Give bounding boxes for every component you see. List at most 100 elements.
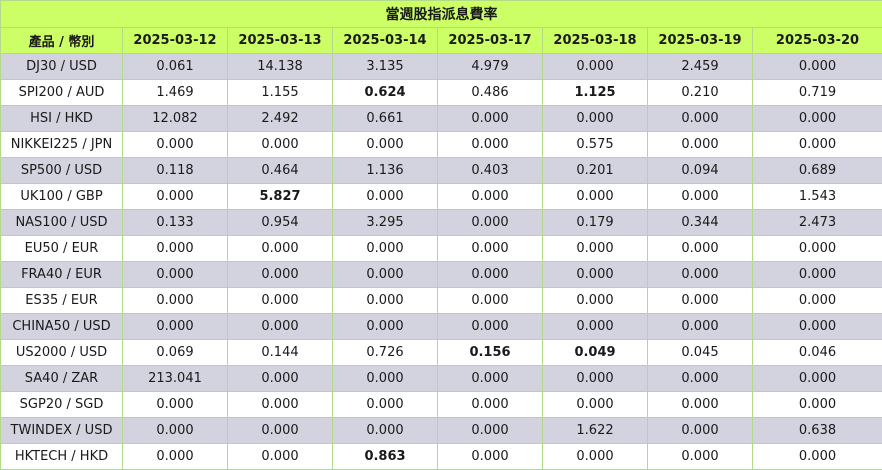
- product-cell: UK100 / GBP: [1, 184, 123, 210]
- rate-cell: 0.133: [123, 210, 228, 236]
- rate-cell: 0.000: [648, 418, 753, 444]
- rate-cell: 3.295: [333, 210, 438, 236]
- rate-cell: 0.069: [123, 340, 228, 366]
- rate-cell: 0.156: [438, 340, 543, 366]
- rate-cell: 0.000: [333, 314, 438, 340]
- rate-cell: 0.061: [123, 54, 228, 80]
- rate-cell: 0.000: [123, 236, 228, 262]
- rate-cell: 1.622: [543, 418, 648, 444]
- rate-cell: 0.000: [228, 366, 333, 392]
- rate-cell: 0.118: [123, 158, 228, 184]
- header-row: 產品 / 幣別 2025-03-12 2025-03-13 2025-03-14…: [1, 28, 882, 54]
- rate-cell: 0.954: [228, 210, 333, 236]
- rate-cell: 0.000: [438, 418, 543, 444]
- date-column-header: 2025-03-18: [543, 28, 648, 54]
- rate-cell: 0.000: [543, 106, 648, 132]
- rate-cell: 2.473: [753, 210, 882, 236]
- product-cell: DJ30 / USD: [1, 54, 123, 80]
- rate-cell: 0.624: [333, 80, 438, 106]
- rate-cell: 0.000: [753, 288, 882, 314]
- rate-cell: 0.000: [333, 392, 438, 418]
- rate-cell: 0.661: [333, 106, 438, 132]
- rate-cell: 0.000: [543, 262, 648, 288]
- rate-cell: 0.000: [123, 262, 228, 288]
- date-column-header: 2025-03-14: [333, 28, 438, 54]
- rate-cell: 0.638: [753, 418, 882, 444]
- rate-cell: 0.094: [648, 158, 753, 184]
- rate-cell: 0.046: [753, 340, 882, 366]
- rate-cell: 0.000: [333, 262, 438, 288]
- rate-cell: 0.000: [753, 444, 882, 470]
- rate-cell: 0.000: [123, 444, 228, 470]
- rate-cell: 0.000: [228, 392, 333, 418]
- rate-cell: 0.575: [543, 132, 648, 158]
- rate-cell: 0.464: [228, 158, 333, 184]
- product-cell: ES35 / EUR: [1, 288, 123, 314]
- product-cell: SP500 / USD: [1, 158, 123, 184]
- rate-cell: 213.041: [123, 366, 228, 392]
- rate-cell: 0.000: [438, 288, 543, 314]
- rate-cell: 0.000: [333, 236, 438, 262]
- date-column-header: 2025-03-13: [228, 28, 333, 54]
- rate-cell: 0.000: [228, 418, 333, 444]
- rate-cell: 0.000: [753, 236, 882, 262]
- rate-cell: 0.000: [438, 132, 543, 158]
- product-cell: FRA40 / EUR: [1, 262, 123, 288]
- rate-cell: 0.000: [753, 314, 882, 340]
- rate-cell: 0.000: [753, 106, 882, 132]
- rate-cell: 0.403: [438, 158, 543, 184]
- rate-cell: 14.138: [228, 54, 333, 80]
- rate-cell: 0.179: [543, 210, 648, 236]
- rate-cell: 0.000: [228, 236, 333, 262]
- rate-cell: 0.000: [648, 262, 753, 288]
- rate-cell: 0.000: [543, 236, 648, 262]
- product-cell: SGP20 / SGD: [1, 392, 123, 418]
- product-cell: NIKKEI225 / JPN: [1, 132, 123, 158]
- rate-cell: 0.000: [438, 392, 543, 418]
- rate-cell: 0.049: [543, 340, 648, 366]
- rate-cell: 1.469: [123, 80, 228, 106]
- rate-cell: 0.000: [123, 288, 228, 314]
- rate-cell: 0.863: [333, 444, 438, 470]
- product-cell: HSI / HKD: [1, 106, 123, 132]
- rate-cell: 0.719: [753, 80, 882, 106]
- rate-cell: 0.000: [123, 418, 228, 444]
- rate-cell: 0.045: [648, 340, 753, 366]
- product-cell: TWINDEX / USD: [1, 418, 123, 444]
- rate-cell: 0.000: [333, 366, 438, 392]
- rate-cell: 0.000: [123, 132, 228, 158]
- product-cell: SPI200 / AUD: [1, 80, 123, 106]
- rate-cell: 0.000: [648, 288, 753, 314]
- product-column-header: 產品 / 幣別: [1, 28, 123, 54]
- rate-cell: 0.000: [438, 314, 543, 340]
- rate-cell: 1.155: [228, 80, 333, 106]
- rate-cell: 0.000: [228, 262, 333, 288]
- rate-cell: 0.000: [648, 184, 753, 210]
- rate-cell: 0.689: [753, 158, 882, 184]
- product-cell: CHINA50 / USD: [1, 314, 123, 340]
- rate-cell: 3.135: [333, 54, 438, 80]
- rate-cell: 2.459: [648, 54, 753, 80]
- rate-cell: 0.486: [438, 80, 543, 106]
- rate-cell: 0.000: [543, 288, 648, 314]
- date-column-header: 2025-03-12: [123, 28, 228, 54]
- rate-cell: 0.000: [543, 314, 648, 340]
- rate-cell: 0.000: [753, 392, 882, 418]
- rate-cell: 0.000: [543, 54, 648, 80]
- rate-cell: 1.543: [753, 184, 882, 210]
- rate-cell: 2.492: [228, 106, 333, 132]
- rate-cell: 0.000: [543, 184, 648, 210]
